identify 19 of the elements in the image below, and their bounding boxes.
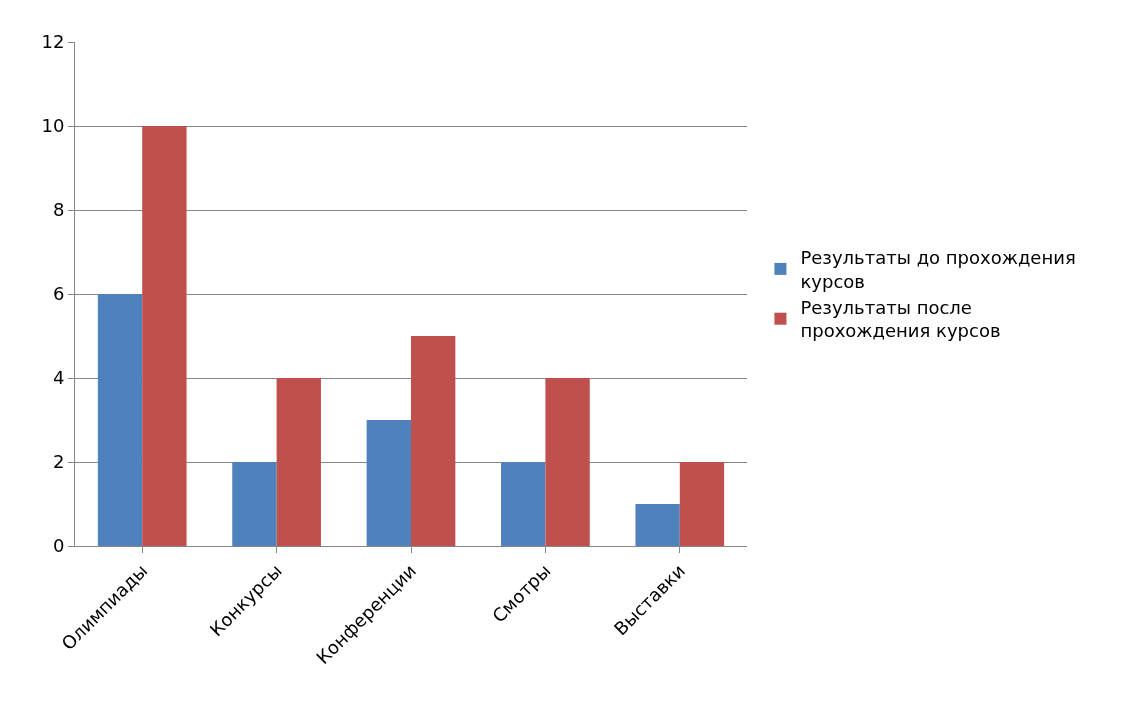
y-tick-label: 6: [52, 283, 65, 305]
bar: [366, 420, 411, 546]
legend-label: Результаты после прохождения курсов: [800, 297, 1001, 342]
y-tick-label: 10: [41, 115, 65, 137]
bar: [545, 378, 590, 546]
y-tick-label: 8: [52, 199, 65, 221]
y-tick-label: 12: [41, 31, 65, 53]
bar: [411, 336, 456, 546]
y-tick-label: 0: [52, 535, 65, 557]
legend-label: Результаты до прохождения курсов: [800, 247, 1076, 292]
y-tick-label: 2: [52, 451, 65, 473]
bar: [232, 462, 277, 546]
bar: [97, 294, 143, 546]
y-tick-label: 4: [52, 367, 65, 389]
bar: [635, 504, 680, 546]
bar: [142, 126, 187, 546]
bar: [501, 462, 546, 546]
bar: [276, 378, 321, 546]
bar: [679, 462, 725, 546]
